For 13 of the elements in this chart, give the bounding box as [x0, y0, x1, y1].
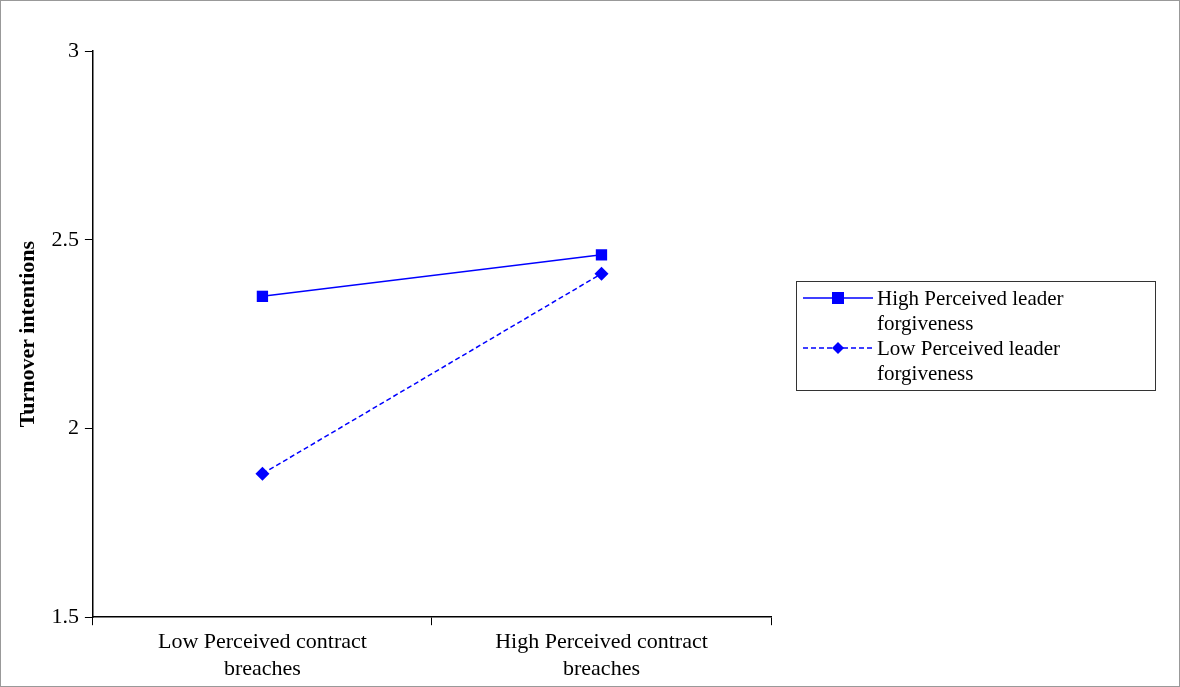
legend-label: High Perceived leader forgiveness — [877, 286, 1065, 336]
y-tick-label: 2.5 — [51, 225, 79, 251]
legend-label: Low Perceived leader forgiveness — [877, 336, 1062, 386]
point — [255, 466, 270, 481]
x-tick-label: High Perceived contract breaches — [495, 628, 708, 680]
x-tick-label: Low Perceived contract breaches — [157, 628, 367, 680]
y-tick-label: 3 — [67, 36, 79, 62]
y-axis-title: Turnover intentions — [13, 240, 39, 428]
point — [595, 249, 608, 261]
y-tick-label: 2 — [67, 414, 79, 440]
y-tick-label: 1.5 — [51, 602, 79, 628]
point — [256, 290, 269, 303]
point — [594, 266, 609, 281]
